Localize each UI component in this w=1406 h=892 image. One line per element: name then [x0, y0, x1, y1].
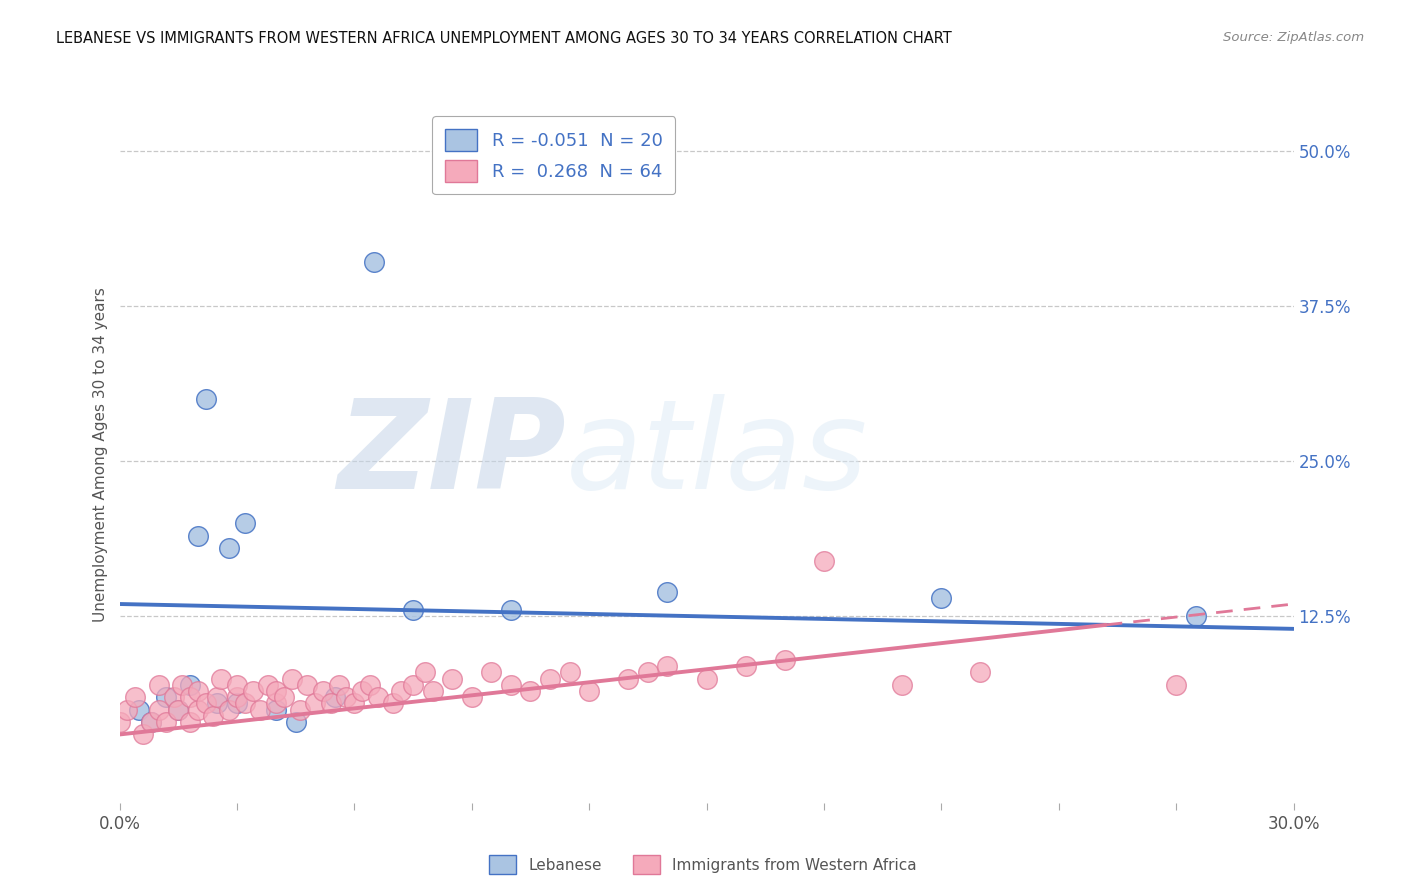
Point	[257, 678, 280, 692]
Point	[187, 684, 209, 698]
Point	[696, 672, 718, 686]
Point	[187, 529, 209, 543]
Point	[218, 541, 240, 555]
Point	[194, 392, 217, 406]
Text: ZIP: ZIP	[337, 394, 565, 516]
Point	[273, 690, 295, 705]
Point	[264, 703, 287, 717]
Point	[225, 678, 249, 692]
Point	[179, 678, 201, 692]
Point	[207, 690, 229, 705]
Point	[264, 684, 287, 698]
Point	[124, 690, 146, 705]
Point	[343, 697, 366, 711]
Point	[233, 516, 256, 531]
Point	[264, 697, 287, 711]
Point	[363, 255, 385, 269]
Point	[319, 697, 342, 711]
Point	[207, 697, 229, 711]
Point	[128, 703, 150, 717]
Point	[148, 703, 170, 717]
Text: Source: ZipAtlas.com: Source: ZipAtlas.com	[1223, 31, 1364, 45]
Legend: Lebanese, Immigrants from Western Africa: Lebanese, Immigrants from Western Africa	[482, 849, 924, 880]
Point	[194, 697, 217, 711]
Point	[155, 690, 177, 705]
Point	[209, 672, 232, 686]
Point	[242, 684, 264, 698]
Point	[969, 665, 991, 680]
Point	[578, 684, 600, 698]
Point	[249, 703, 271, 717]
Point	[891, 678, 914, 692]
Point	[499, 603, 522, 617]
Point	[479, 665, 502, 680]
Point	[422, 684, 444, 698]
Point	[117, 703, 139, 717]
Point	[617, 672, 640, 686]
Point	[657, 659, 679, 673]
Y-axis label: Unemployment Among Ages 30 to 34 years: Unemployment Among Ages 30 to 34 years	[93, 287, 108, 623]
Point	[284, 714, 307, 729]
Point	[734, 659, 756, 673]
Point	[558, 665, 581, 680]
Point	[202, 708, 225, 723]
Point	[538, 672, 561, 686]
Point	[155, 714, 177, 729]
Point	[288, 703, 311, 717]
Point	[637, 665, 659, 680]
Point	[519, 684, 541, 698]
Point	[323, 690, 346, 705]
Point	[813, 553, 835, 567]
Point	[389, 684, 412, 698]
Point	[499, 678, 522, 692]
Point	[167, 703, 190, 717]
Point	[1184, 609, 1206, 624]
Point	[460, 690, 484, 705]
Point	[225, 690, 249, 705]
Point	[167, 703, 190, 717]
Point	[280, 672, 302, 686]
Point	[359, 678, 381, 692]
Point	[402, 678, 425, 692]
Point	[148, 678, 170, 692]
Point	[297, 678, 319, 692]
Point	[1166, 678, 1188, 692]
Point	[352, 684, 374, 698]
Point	[179, 714, 201, 729]
Point	[132, 727, 155, 741]
Point	[441, 672, 464, 686]
Point	[187, 703, 209, 717]
Point	[139, 714, 162, 729]
Point	[312, 684, 335, 698]
Point	[328, 678, 350, 692]
Point	[108, 714, 131, 729]
Point	[218, 703, 240, 717]
Point	[402, 603, 425, 617]
Point	[139, 714, 162, 729]
Text: LEBANESE VS IMMIGRANTS FROM WESTERN AFRICA UNEMPLOYMENT AMONG AGES 30 TO 34 YEAR: LEBANESE VS IMMIGRANTS FROM WESTERN AFRI…	[56, 31, 952, 46]
Point	[179, 690, 201, 705]
Point	[335, 690, 357, 705]
Point	[304, 697, 326, 711]
Point	[657, 584, 679, 599]
Legend: R = -0.051  N = 20, R =  0.268  N = 64: R = -0.051 N = 20, R = 0.268 N = 64	[433, 116, 675, 194]
Point	[367, 690, 389, 705]
Point	[413, 665, 436, 680]
Point	[172, 678, 194, 692]
Point	[163, 690, 186, 705]
Point	[233, 697, 256, 711]
Point	[382, 697, 405, 711]
Point	[773, 653, 796, 667]
Text: atlas: atlas	[565, 394, 868, 516]
Point	[225, 697, 249, 711]
Point	[931, 591, 953, 605]
